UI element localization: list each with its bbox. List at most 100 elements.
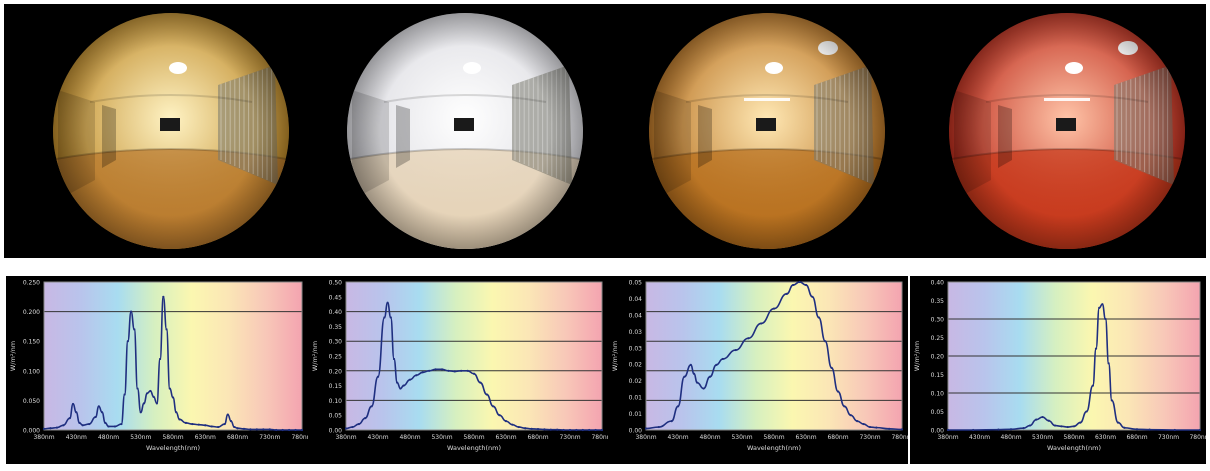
- x-tick-label: 680nm: [1126, 434, 1147, 441]
- data-point: [498, 414, 501, 417]
- data-point: [702, 387, 705, 390]
- data-point: [376, 375, 380, 378]
- x-tick-label: 530nm: [731, 434, 752, 441]
- y-tick-label: 0.25: [329, 354, 343, 361]
- x-tick-label: 780nm: [1189, 434, 1206, 441]
- data-point: [389, 316, 392, 319]
- data-point: [811, 295, 814, 298]
- y-tick-label: 0.05: [931, 409, 945, 416]
- data-point: [165, 328, 168, 331]
- data-point: [760, 322, 763, 325]
- y-tick-label: 0.15: [329, 383, 343, 390]
- data-point: [479, 381, 482, 384]
- y-tick-label: 0.03: [629, 345, 643, 352]
- data-point: [1054, 424, 1057, 427]
- data-point: [594, 428, 597, 432]
- y-tick-label: 0.10: [329, 398, 343, 405]
- x-tick-label: 630nm: [795, 434, 816, 441]
- data-point: [1123, 426, 1126, 429]
- y-tick-label: 0.100: [23, 368, 40, 375]
- x-tick-label: 730nm: [859, 434, 880, 441]
- data-point: [136, 387, 139, 390]
- x-tick-label: 530nm: [130, 434, 151, 441]
- data-point: [453, 370, 456, 373]
- data-point: [123, 393, 126, 396]
- plot-frame: [345, 281, 603, 431]
- data-point: [1117, 421, 1120, 424]
- data-point: [1041, 415, 1044, 419]
- data-point: [1066, 425, 1069, 429]
- x-tick-label: 580nm: [162, 434, 183, 441]
- data-point: [830, 366, 833, 369]
- data-point: [543, 428, 546, 431]
- data-point: [1035, 418, 1038, 421]
- data-point: [133, 328, 136, 331]
- x-tick-label: 430nm: [66, 434, 87, 441]
- data-point: [683, 375, 686, 378]
- y-tick-label: 0.02: [629, 378, 643, 385]
- data-point: [104, 421, 107, 424]
- data-point: [692, 372, 696, 375]
- data-point: [42, 427, 46, 430]
- x-tick-label: 430nm: [367, 434, 388, 441]
- data-point: [530, 427, 533, 430]
- data-point: [1060, 425, 1063, 428]
- data-point: [588, 428, 591, 432]
- data-point: [68, 417, 71, 420]
- data-point: [262, 428, 265, 431]
- data-point: [1079, 421, 1082, 424]
- data-point: [1009, 428, 1013, 431]
- data-point: [1098, 306, 1101, 309]
- data-point: [862, 422, 865, 426]
- data-point: [997, 428, 1000, 431]
- data-point: [152, 395, 155, 398]
- data-point: [1173, 428, 1176, 432]
- data-point: [97, 405, 100, 408]
- data-point: [300, 428, 304, 432]
- data-point: [785, 292, 788, 295]
- fisheye-lens: [949, 13, 1185, 249]
- y-tick-label: 0.03: [629, 329, 643, 336]
- data-point: [81, 424, 84, 427]
- data-point: [357, 422, 360, 426]
- data-point: [78, 421, 81, 424]
- fisheye-lens: [53, 13, 289, 249]
- data-point: [549, 428, 552, 431]
- spectrum-chart-3: 0.00 0.01 0.01 0.02 0.02 0.03 0.03 0.04 0.04 0.05…: [608, 276, 913, 464]
- data-point: [229, 420, 233, 423]
- x-tick-label: 530nm: [1032, 434, 1053, 441]
- data-point: [1047, 419, 1050, 422]
- photo-strip: [4, 4, 1206, 258]
- data-point: [1135, 428, 1139, 431]
- data-point: [421, 371, 424, 374]
- data-point: [1101, 303, 1104, 306]
- plot-frame: [947, 281, 1201, 431]
- data-point: [856, 420, 859, 423]
- data-point: [1148, 428, 1151, 431]
- room-photo-white: [344, 10, 586, 252]
- data-point: [210, 425, 213, 428]
- x-tick-label: 580nm: [463, 434, 484, 441]
- data-point: [428, 369, 431, 372]
- data-point: [94, 415, 97, 419]
- data-point: [399, 387, 402, 390]
- data-point: [447, 369, 450, 372]
- x-tick-label: 430nm: [667, 434, 688, 441]
- x-tick-label: 480nm: [699, 434, 720, 441]
- y-tick-label: 0.04: [629, 296, 643, 303]
- x-tick-label: 430nm: [969, 434, 990, 441]
- data-point: [434, 368, 437, 371]
- data-point: [1022, 427, 1025, 430]
- data-point: [175, 411, 178, 414]
- data-point: [492, 405, 495, 408]
- data-point: [383, 316, 386, 319]
- data-point: [191, 422, 194, 426]
- spectrum-background: [346, 282, 602, 430]
- data-point: [223, 422, 226, 426]
- data-point: [415, 374, 418, 377]
- data-point: [71, 402, 75, 406]
- data-point: [75, 411, 78, 414]
- data-point: [946, 428, 950, 432]
- x-tick-label: 480nm: [1000, 434, 1021, 441]
- x-axis-label: Wavelength(nm): [747, 444, 801, 452]
